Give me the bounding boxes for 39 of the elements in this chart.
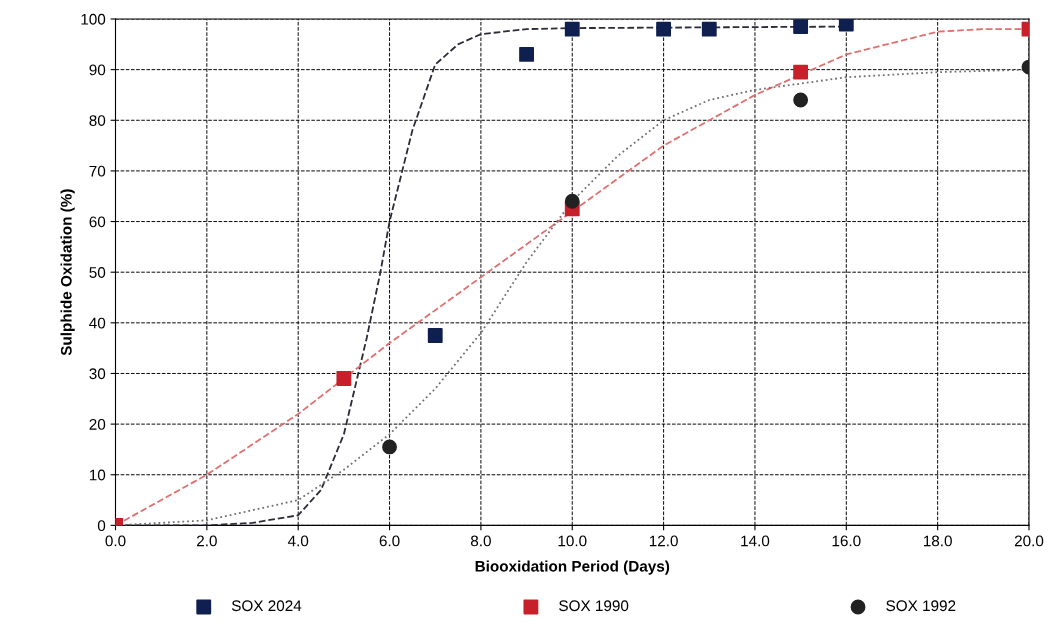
x-tick-label: 0.0 bbox=[105, 535, 126, 547]
point bbox=[793, 64, 809, 80]
x-tick-label: 12.0 bbox=[649, 535, 678, 547]
point bbox=[564, 193, 580, 209]
point bbox=[701, 21, 717, 37]
y-tick-label: 40 bbox=[89, 317, 106, 329]
y-tick-label: 80 bbox=[89, 115, 106, 126]
point bbox=[656, 21, 672, 37]
y-tick-label: 10 bbox=[89, 469, 106, 481]
x-tick-label: 4.0 bbox=[287, 535, 309, 547]
x-tick-label: 16.0 bbox=[832, 535, 861, 547]
y-tick-label: 60 bbox=[89, 216, 106, 228]
legend-label: SOX 2024 bbox=[231, 600, 302, 612]
x-tick-label: 10.0 bbox=[558, 535, 587, 547]
x-tick-label: 2.0 bbox=[197, 535, 217, 547]
x-axis-title: Biooxidation Period (Days) bbox=[475, 560, 670, 575]
point bbox=[336, 371, 352, 386]
point bbox=[793, 19, 809, 35]
point bbox=[838, 18, 854, 32]
legend-label: SOX 1990 bbox=[559, 600, 629, 612]
x-tick-label: 14.0 bbox=[741, 535, 770, 547]
y-tick-label: 30 bbox=[89, 368, 106, 380]
y-tick-label: 100 bbox=[81, 13, 106, 25]
point bbox=[793, 92, 809, 108]
y-tick-label: 0 bbox=[97, 520, 106, 532]
point bbox=[382, 439, 397, 455]
point bbox=[427, 328, 443, 343]
point bbox=[564, 21, 580, 37]
y-axis-title: Sulphide Oxidation (%) bbox=[60, 189, 75, 356]
y-tick-label: 90 bbox=[89, 64, 106, 76]
x-tick-label: 8.0 bbox=[470, 535, 491, 547]
y-tick-label: 50 bbox=[89, 267, 106, 278]
x-tick-label: 18.0 bbox=[923, 535, 952, 547]
point bbox=[519, 47, 534, 62]
y-tick-label: 20 bbox=[89, 418, 106, 430]
legend-label: SOX 1992 bbox=[886, 600, 956, 612]
y-tick-label: 70 bbox=[89, 165, 106, 177]
x-tick-label: 20.0 bbox=[1014, 535, 1044, 547]
x-tick-label: 6.0 bbox=[379, 535, 400, 547]
